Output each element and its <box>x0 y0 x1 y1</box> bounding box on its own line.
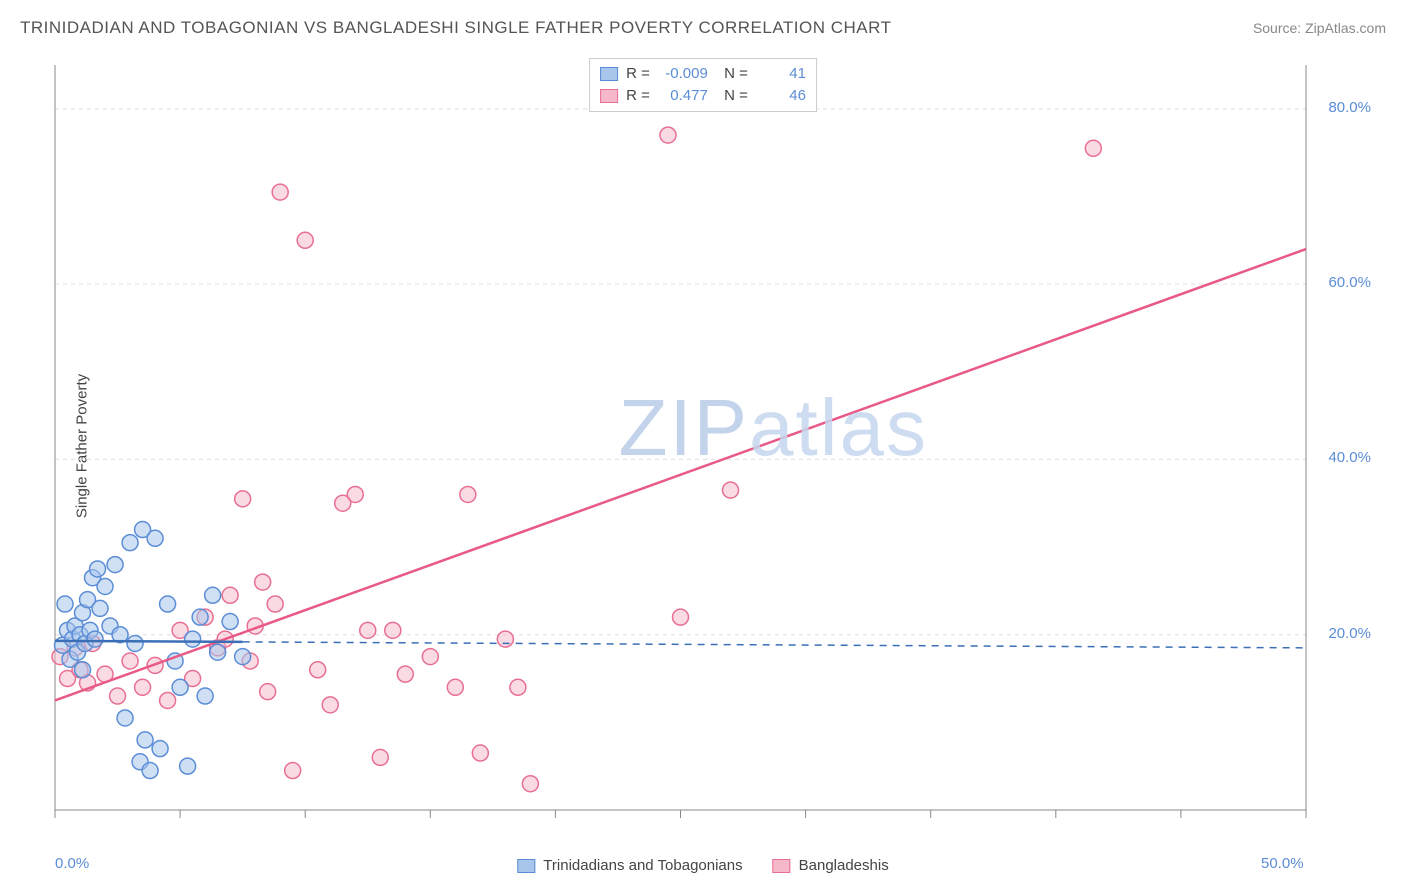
n-value-series1: 41 <box>756 63 806 85</box>
legend-swatch-series1 <box>517 859 535 873</box>
chart-container: TRINIDADIAN AND TOBAGONIAN VS BANGLADESH… <box>0 0 1406 892</box>
legend-label-series2: Bangladeshis <box>799 857 889 874</box>
swatch-series1 <box>600 67 618 81</box>
source-attribution: Source: ZipAtlas.com <box>1253 20 1386 36</box>
y-tick-label: 80.0% <box>1328 99 1371 116</box>
stats-row-series2: R = 0.477 N = 46 <box>600 85 806 107</box>
chart-title: TRINIDADIAN AND TOBAGONIAN VS BANGLADESH… <box>20 18 891 38</box>
y-tick-label: 60.0% <box>1328 274 1371 291</box>
stats-row-series1: R = -0.009 N = 41 <box>600 63 806 85</box>
r-value-series2: 0.477 <box>658 85 708 107</box>
legend-label-series1: Trinidadians and Tobagonians <box>543 857 742 874</box>
n-label: N = <box>716 63 748 85</box>
y-tick-label: 20.0% <box>1328 625 1371 642</box>
stats-legend-box: R = -0.009 N = 41 R = 0.477 N = 46 <box>589 58 817 112</box>
bottom-legend: Trinidadians and Tobagonians Bangladeshi… <box>517 857 888 874</box>
r-value-series1: -0.009 <box>658 63 708 85</box>
n-label: N = <box>716 85 748 107</box>
n-value-series2: 46 <box>756 85 806 107</box>
x-tick-label: 50.0% <box>1261 855 1304 872</box>
legend-item-series2: Bangladeshis <box>773 857 889 874</box>
x-tick-label: 0.0% <box>55 855 89 872</box>
header: TRINIDADIAN AND TOBAGONIAN VS BANGLADESH… <box>20 18 1386 38</box>
scatter-chart <box>50 55 1376 845</box>
r-label: R = <box>626 85 650 107</box>
swatch-series2 <box>600 89 618 103</box>
legend-item-series1: Trinidadians and Tobagonians <box>517 857 742 874</box>
y-tick-label: 40.0% <box>1328 449 1371 466</box>
legend-swatch-series2 <box>773 859 791 873</box>
r-label: R = <box>626 63 650 85</box>
